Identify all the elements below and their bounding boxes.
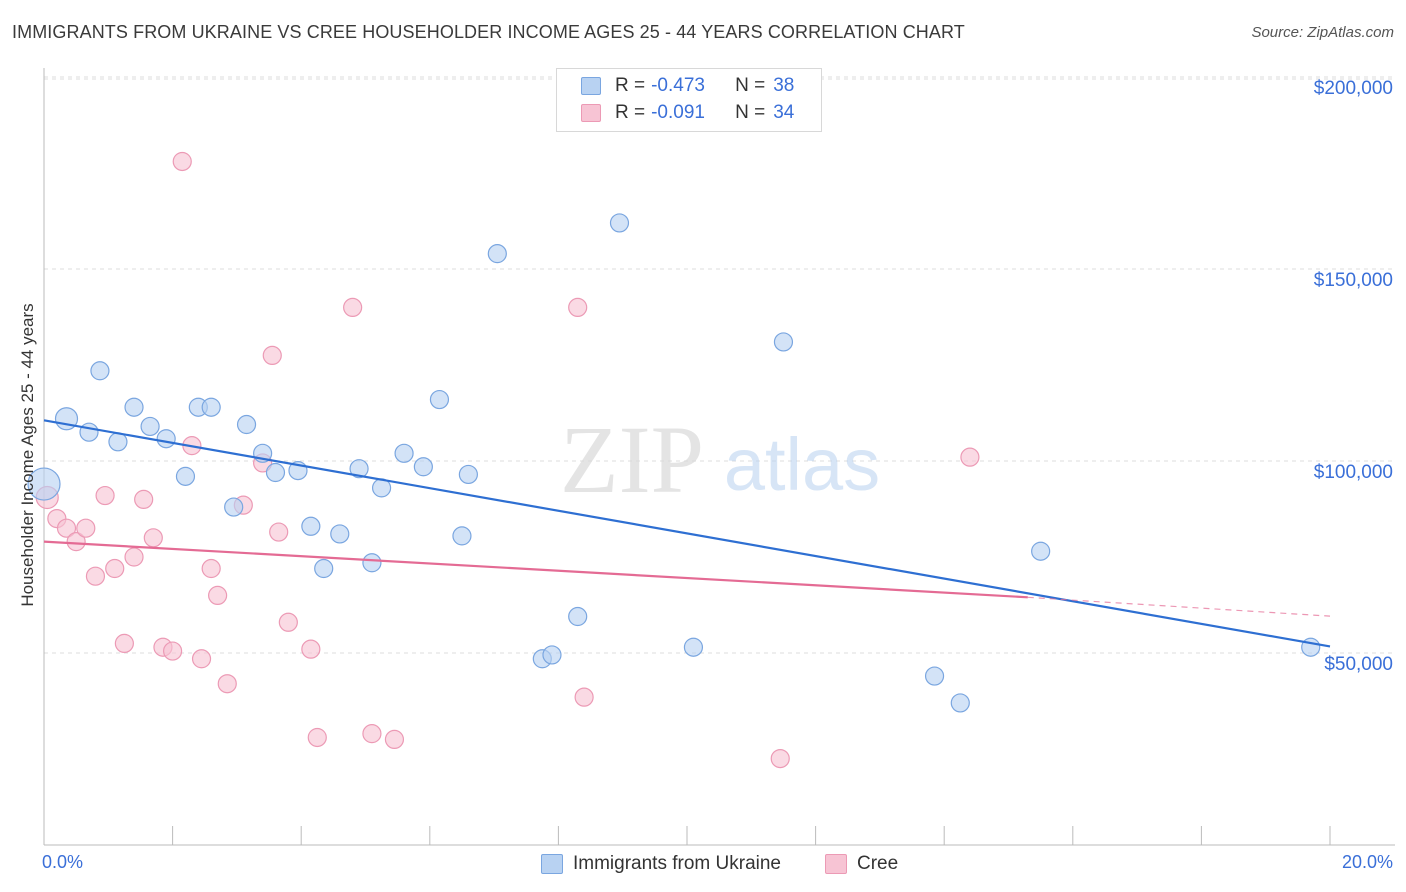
ukraine-point xyxy=(924,666,945,686)
ukraine-point xyxy=(156,429,176,449)
ukraine-point xyxy=(301,516,321,536)
cree-point xyxy=(217,674,237,694)
cree-trend-extension xyxy=(1027,596,1331,617)
legend-row-ukraine: R = -0.473 N = 38 xyxy=(581,73,794,99)
ukraine-point xyxy=(683,637,704,657)
cree-point xyxy=(960,447,980,467)
ukraine-point xyxy=(1031,541,1051,561)
y-axis-label: Householder Income Ages 25 - 44 years xyxy=(18,303,37,607)
ukraine-point xyxy=(175,466,196,486)
bottom-legend-label-cree: Cree xyxy=(857,853,899,874)
cree-point xyxy=(134,489,154,509)
cree-point xyxy=(208,585,228,606)
ukraine-point xyxy=(458,464,478,485)
cree-point xyxy=(95,485,115,506)
cree-point xyxy=(201,558,221,579)
ukraine-trend-line xyxy=(43,419,1331,648)
cree-trend-line xyxy=(43,540,1028,599)
series-ukraine-points xyxy=(27,213,1321,713)
source-note: Source: ZipAtlas.com xyxy=(1251,24,1394,41)
ukraine-point xyxy=(330,524,350,544)
legend-n-label: N = xyxy=(735,75,766,96)
ukraine-point xyxy=(773,332,794,352)
cree-point xyxy=(301,639,321,659)
legend-n-label: N = xyxy=(735,102,766,123)
legend-r-label: R = xyxy=(615,102,646,123)
gridlines xyxy=(44,76,1395,654)
cree-point xyxy=(85,566,106,586)
cree-point xyxy=(384,729,405,750)
ukraine-point xyxy=(201,397,221,417)
y-tick-labels: $50,000 $100,000 $150,000 $200,000 xyxy=(1314,78,1393,675)
ukraine-point xyxy=(27,467,61,501)
cree-point xyxy=(568,297,588,317)
legend-r-value: -0.473 xyxy=(651,75,705,96)
cree-point xyxy=(114,633,134,654)
legend-row-cree: R = -0.091 N = 34 xyxy=(581,100,794,126)
cree-point xyxy=(770,748,790,769)
ukraine-point xyxy=(429,389,450,410)
ukraine-point xyxy=(542,645,562,665)
bottom-legend-swatch-ukraine xyxy=(541,854,563,874)
ukraine-point xyxy=(950,693,970,713)
ukraine-point xyxy=(124,397,144,417)
cree-point xyxy=(143,528,163,548)
ukraine-point xyxy=(568,606,588,627)
ukraine-point xyxy=(79,422,99,442)
cree-point xyxy=(172,151,192,172)
cree-point xyxy=(262,345,282,365)
legend-swatch-ukraine xyxy=(581,77,601,95)
bottom-legend-ukraine: Immigrants from Ukraine xyxy=(541,852,781,876)
cree-point xyxy=(66,532,86,552)
cree-point xyxy=(278,612,298,632)
cree-point xyxy=(343,297,363,317)
cree-point xyxy=(76,518,96,538)
cree-point xyxy=(105,558,125,579)
ukraine-point xyxy=(236,414,257,435)
ukraine-point xyxy=(609,213,630,233)
cree-point xyxy=(163,641,183,661)
y-tick-label: $100,000 xyxy=(1314,462,1393,483)
x-tick-min: 0.0% xyxy=(42,852,84,872)
x-tick-max: 20.0% xyxy=(1341,852,1393,872)
cree-point xyxy=(124,547,144,567)
ukraine-point xyxy=(413,457,433,477)
ukraine-point xyxy=(394,443,414,463)
cree-point xyxy=(362,724,382,744)
cree-point xyxy=(269,522,289,542)
ukraine-point xyxy=(224,497,244,517)
bottom-legend-cree: Cree xyxy=(825,852,898,876)
axes xyxy=(43,68,1395,846)
cree-point xyxy=(574,687,594,707)
ukraine-point xyxy=(452,526,472,546)
ukraine-point xyxy=(314,558,334,579)
cree-point xyxy=(191,649,212,669)
legend-r-value: -0.091 xyxy=(651,102,705,123)
legend-n-value: 38 xyxy=(773,75,795,96)
legend-r-label: R = xyxy=(615,75,646,96)
trend-lines xyxy=(43,419,1331,648)
ukraine-point xyxy=(265,462,286,483)
legend-n-value: 34 xyxy=(773,102,795,123)
cree-point xyxy=(56,518,77,538)
y-tick-label: $150,000 xyxy=(1314,270,1393,291)
y-tick-label: $200,000 xyxy=(1314,78,1393,99)
bottom-legend-swatch-cree xyxy=(825,854,847,874)
ukraine-point xyxy=(90,361,110,381)
bottom-legend-label-ukraine: Immigrants from Ukraine xyxy=(573,853,781,874)
watermark-zip: ZIP xyxy=(560,406,704,513)
cree-point xyxy=(307,727,327,748)
watermark-atlas: atlas xyxy=(724,423,880,506)
ukraine-point xyxy=(487,244,507,264)
ukraine-point xyxy=(349,459,369,479)
y-tick-label: $50,000 xyxy=(1324,654,1393,675)
legend-swatch-cree xyxy=(581,104,601,122)
ukraine-point xyxy=(140,416,160,437)
chart-title: IMMIGRANTS FROM UKRAINE VS CREE HOUSEHOL… xyxy=(12,22,965,42)
correlation-legend: R = -0.473 N = 38 R = -0.091 N = 34 xyxy=(556,68,822,132)
ukraine-point xyxy=(362,553,382,573)
